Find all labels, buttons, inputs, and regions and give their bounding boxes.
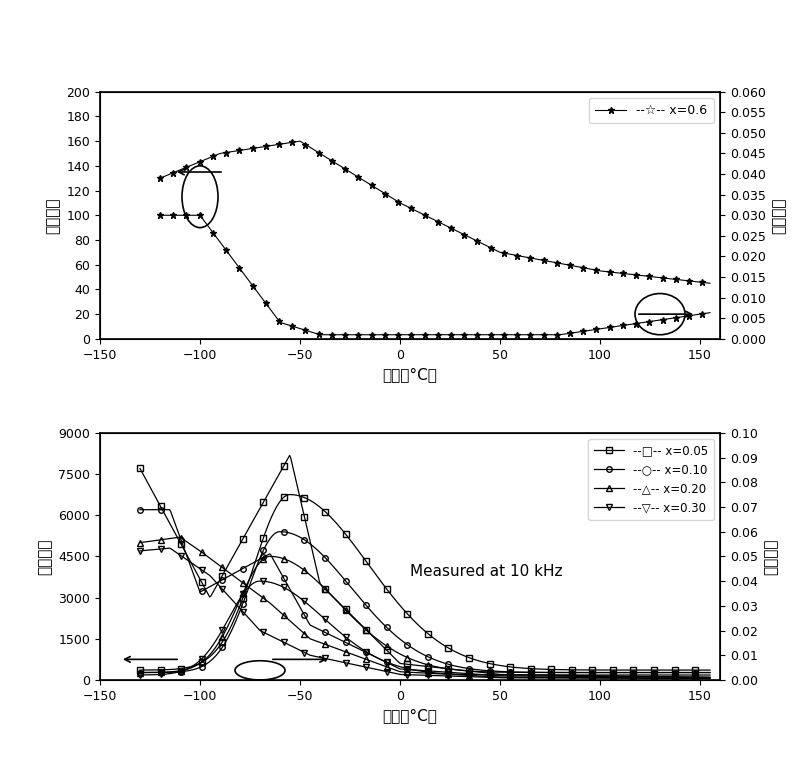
x=0.30 — [407, 670, 417, 679]
x=0.20 — [445, 670, 454, 679]
x=0.05 — [693, 672, 702, 681]
Line: x=0.20: x=0.20 — [138, 534, 713, 681]
x=0.30 — [476, 672, 486, 681]
x=0.20 — [407, 668, 417, 677]
x=0.05 — [407, 660, 417, 669]
Line: x=0.30: x=0.30 — [138, 545, 713, 681]
x=0.20 — [135, 538, 145, 547]
Line: x=0.05: x=0.05 — [138, 452, 713, 680]
x=0.05 — [410, 661, 420, 670]
Y-axis label: 介电损耗: 介电损耗 — [771, 197, 786, 234]
x=0.05 — [603, 672, 613, 681]
x=0.30 — [165, 543, 174, 552]
Y-axis label: 介电常数: 介电常数 — [46, 197, 61, 234]
x=0.20 — [603, 673, 613, 682]
Line: x=0.10: x=0.10 — [138, 507, 713, 680]
X-axis label: 温度（°C）: 温度（°C） — [382, 367, 438, 382]
Legend: --□-- x=0.05, --○-- x=0.10, --△-- x=0.20, --▽-- x=0.30: --□-- x=0.05, --○-- x=0.10, --△-- x=0.20… — [588, 439, 714, 520]
x=0.30 — [706, 674, 715, 683]
x=0.10 — [474, 670, 484, 679]
x=0.30 — [693, 674, 702, 683]
x=0.10 — [135, 505, 145, 514]
Legend: --☆-- x=0.6: --☆-- x=0.6 — [589, 98, 714, 124]
x=0.05 — [706, 672, 715, 681]
x=0.10 — [406, 665, 415, 675]
Text: Measured at 10 kHz: Measured at 10 kHz — [410, 564, 562, 578]
X-axis label: 温度（°C）: 温度（°C） — [382, 708, 438, 724]
x=0.20 — [476, 672, 486, 681]
x=0.05 — [135, 464, 145, 473]
x=0.20 — [175, 533, 185, 542]
x=0.10 — [444, 668, 454, 677]
Y-axis label: 介电常数: 介电常数 — [38, 538, 53, 575]
x=0.30 — [603, 674, 613, 683]
x=0.10 — [691, 672, 701, 681]
x=0.30 — [445, 672, 454, 681]
x=0.05 — [445, 665, 454, 674]
x=0.20 — [706, 674, 715, 683]
x=0.30 — [410, 670, 420, 679]
x=0.20 — [693, 673, 702, 682]
x=0.05 — [285, 451, 294, 460]
x=0.30 — [135, 546, 145, 555]
x=0.05 — [476, 668, 486, 677]
Y-axis label: 介电损耗: 介电损耗 — [763, 538, 778, 575]
x=0.10 — [706, 672, 715, 681]
x=0.05 — [696, 672, 706, 681]
x=0.10 — [410, 665, 419, 675]
x=0.20 — [410, 668, 420, 677]
x=0.10 — [602, 672, 612, 681]
